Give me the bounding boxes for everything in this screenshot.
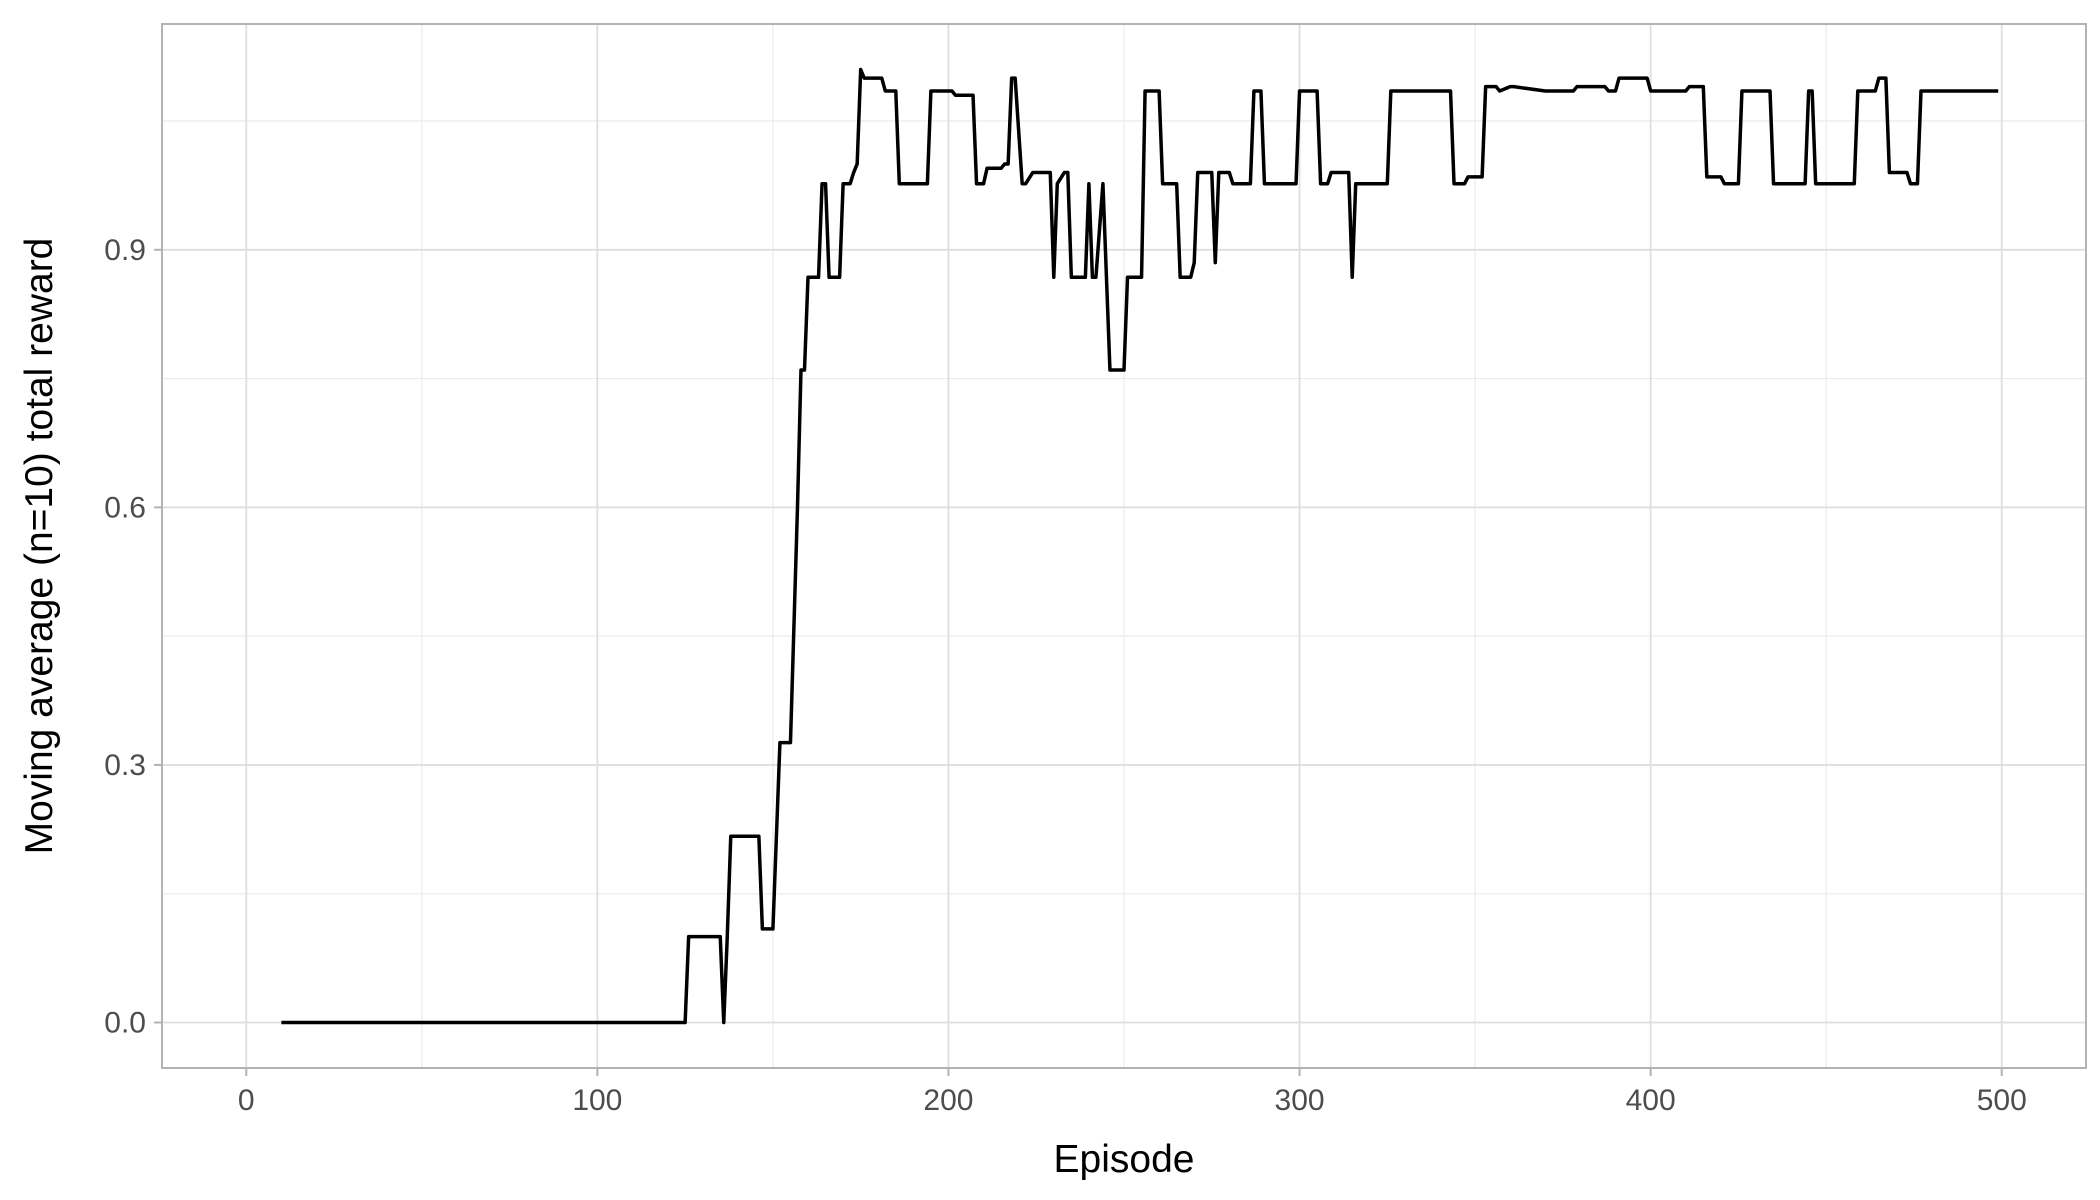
x-tick-label: 0 [238,1084,255,1117]
x-tick-label: 500 [1977,1084,2027,1117]
y-axis-title: Moving average (n=10) total reward [18,238,61,855]
y-tick-label: 0.9 [104,234,146,267]
x-tick-label: 100 [572,1084,622,1117]
minor-gridlines [162,24,2086,1068]
axis-ticks [154,248,2003,1076]
y-tick-label: 0.6 [104,491,146,524]
x-tick-label: 300 [1275,1084,1325,1117]
x-tick-label: 400 [1626,1084,1676,1117]
x-axis-title: Episode [1054,1138,1195,1181]
y-tick-label: 0.0 [104,1006,146,1039]
x-tick-label: 200 [923,1084,973,1117]
y-axis-tick-labels: 0.0 0.3 0.6 0.9 [104,234,146,1040]
y-tick-label: 0.3 [104,749,146,782]
reward-series-line [281,67,1999,1025]
plot-border [161,23,2087,1069]
x-axis-tick-labels: 0 100 200 300 400 500 [238,1084,2027,1117]
